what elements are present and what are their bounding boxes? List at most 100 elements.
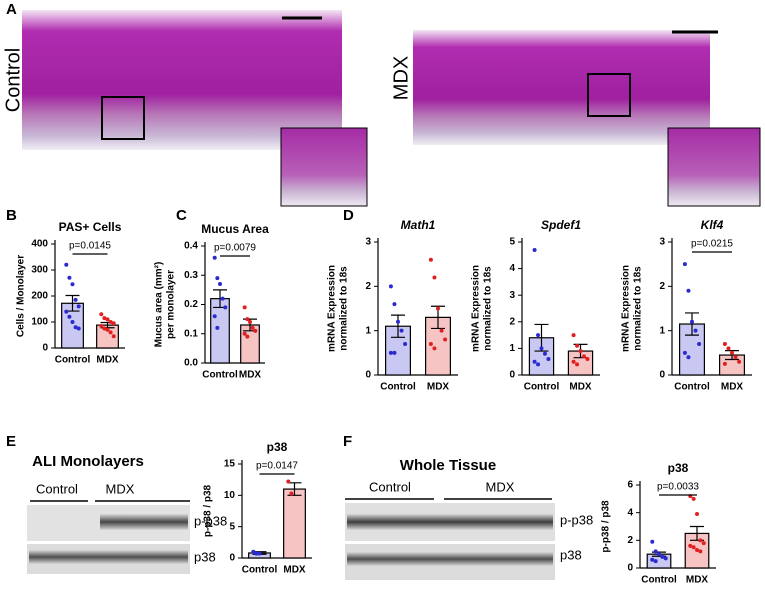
zoom-box bbox=[587, 73, 631, 117]
y-tick-label: 2 bbox=[627, 535, 633, 546]
band-label: p38 bbox=[194, 549, 216, 564]
data-point bbox=[650, 539, 655, 544]
data-point bbox=[733, 355, 738, 360]
x-tick-label: Control bbox=[524, 382, 560, 393]
blot-band bbox=[347, 514, 553, 530]
y-tick-label: 6 bbox=[627, 480, 633, 491]
y-tick-label: 0 bbox=[659, 370, 665, 381]
data-point bbox=[536, 362, 541, 367]
chart-title: PAS+ Cells bbox=[59, 220, 122, 234]
data-point bbox=[726, 346, 731, 351]
data-point bbox=[289, 491, 294, 496]
data-point bbox=[253, 328, 258, 333]
blot-title: Whole Tissue bbox=[400, 457, 496, 474]
data-point bbox=[388, 284, 393, 289]
data-point bbox=[399, 328, 404, 333]
data-point bbox=[693, 328, 698, 333]
data-point bbox=[64, 309, 69, 314]
data-point bbox=[686, 355, 691, 360]
y-tick-label: 5 bbox=[509, 237, 515, 248]
chart-title: Mucus Area bbox=[201, 222, 269, 236]
y-tick-label: 400 bbox=[31, 239, 48, 250]
x-tick-label: Control bbox=[242, 565, 278, 576]
y-tick-label: 100 bbox=[31, 317, 48, 328]
data-point bbox=[660, 554, 665, 559]
x-tick-label: Control bbox=[380, 382, 416, 393]
blot-band bbox=[29, 550, 188, 564]
data-point bbox=[686, 288, 691, 293]
x-tick-label: Control bbox=[202, 370, 238, 381]
y-axis-label: Cells / Monolayer bbox=[16, 255, 27, 337]
p-value: p=0.0079 bbox=[214, 243, 256, 254]
y-tick-label: 1 bbox=[659, 325, 665, 336]
chart-title: p38 bbox=[267, 440, 288, 454]
inset-image bbox=[667, 127, 761, 207]
y-tick-label: 15 bbox=[224, 459, 236, 470]
data-point bbox=[102, 316, 107, 321]
data-point bbox=[653, 549, 658, 554]
data-point bbox=[212, 314, 217, 319]
y-tick-label: 0.2 bbox=[184, 299, 198, 310]
data-point bbox=[286, 479, 291, 484]
data-point bbox=[722, 361, 727, 366]
y-axis-label: per monolayer bbox=[166, 270, 177, 339]
y-tick-label: 3 bbox=[365, 237, 371, 248]
data-point bbox=[575, 362, 580, 367]
data-point bbox=[575, 343, 580, 348]
panel-letter: C bbox=[176, 207, 187, 224]
y-tick-label: 0 bbox=[627, 563, 633, 574]
data-point bbox=[245, 334, 250, 339]
y-tick-label: 10 bbox=[224, 490, 236, 501]
data-point bbox=[585, 357, 590, 362]
y-tick-label: 300 bbox=[31, 265, 48, 276]
x-tick-label: MDX bbox=[686, 575, 709, 586]
data-point bbox=[242, 331, 247, 336]
group-label: MDX bbox=[486, 479, 515, 494]
y-tick-label: 0 bbox=[229, 553, 235, 564]
y-axis-label: mRNA Expression bbox=[621, 265, 632, 352]
data-point bbox=[388, 350, 393, 355]
x-tick-label: Control bbox=[674, 382, 710, 393]
y-tick-label: 1 bbox=[365, 325, 371, 336]
data-point bbox=[436, 306, 440, 311]
y-axis-label: normalized to 18s bbox=[483, 266, 494, 351]
panel-letter: E bbox=[6, 433, 16, 450]
y-tick-label: 0 bbox=[42, 343, 48, 354]
panel-letter: A bbox=[6, 1, 17, 18]
data-point bbox=[70, 320, 75, 324]
histology-image bbox=[413, 30, 710, 145]
y-tick-label: 0.4 bbox=[184, 241, 198, 252]
data-point bbox=[215, 325, 220, 330]
panel-letter: F bbox=[343, 433, 352, 450]
band-label: p-p38 bbox=[560, 512, 593, 527]
y-tick-label: 3 bbox=[509, 290, 515, 301]
y-tick-label: 4 bbox=[627, 507, 633, 518]
data-point bbox=[571, 359, 576, 364]
y-tick-label: 2 bbox=[365, 281, 371, 292]
data-point bbox=[432, 346, 437, 351]
x-tick-label: MDX bbox=[721, 382, 744, 393]
p-value: p=0.0033 bbox=[657, 482, 699, 493]
chart-title: Spdef1 bbox=[541, 218, 581, 232]
group-label: Control bbox=[36, 481, 78, 496]
y-tick-label: 200 bbox=[31, 291, 48, 302]
error-bar bbox=[391, 314, 405, 338]
y-axis-label: mRNA Expression bbox=[471, 265, 482, 352]
data-point bbox=[212, 255, 217, 260]
y-tick-label: 0 bbox=[365, 370, 371, 381]
data-point bbox=[220, 296, 225, 301]
data-point bbox=[242, 305, 247, 310]
data-point bbox=[698, 549, 703, 554]
data-point bbox=[650, 557, 655, 562]
data-point bbox=[428, 257, 433, 262]
error-bar bbox=[685, 312, 699, 336]
group-label: Control bbox=[369, 479, 411, 494]
inset-image bbox=[280, 127, 368, 207]
x-tick-label: MDX bbox=[427, 382, 450, 393]
data-point bbox=[657, 552, 661, 557]
x-tick-label: MDX bbox=[96, 355, 119, 366]
data-point bbox=[691, 545, 696, 550]
y-axis-label: normalized to 18s bbox=[339, 266, 350, 351]
data-point bbox=[695, 548, 699, 553]
